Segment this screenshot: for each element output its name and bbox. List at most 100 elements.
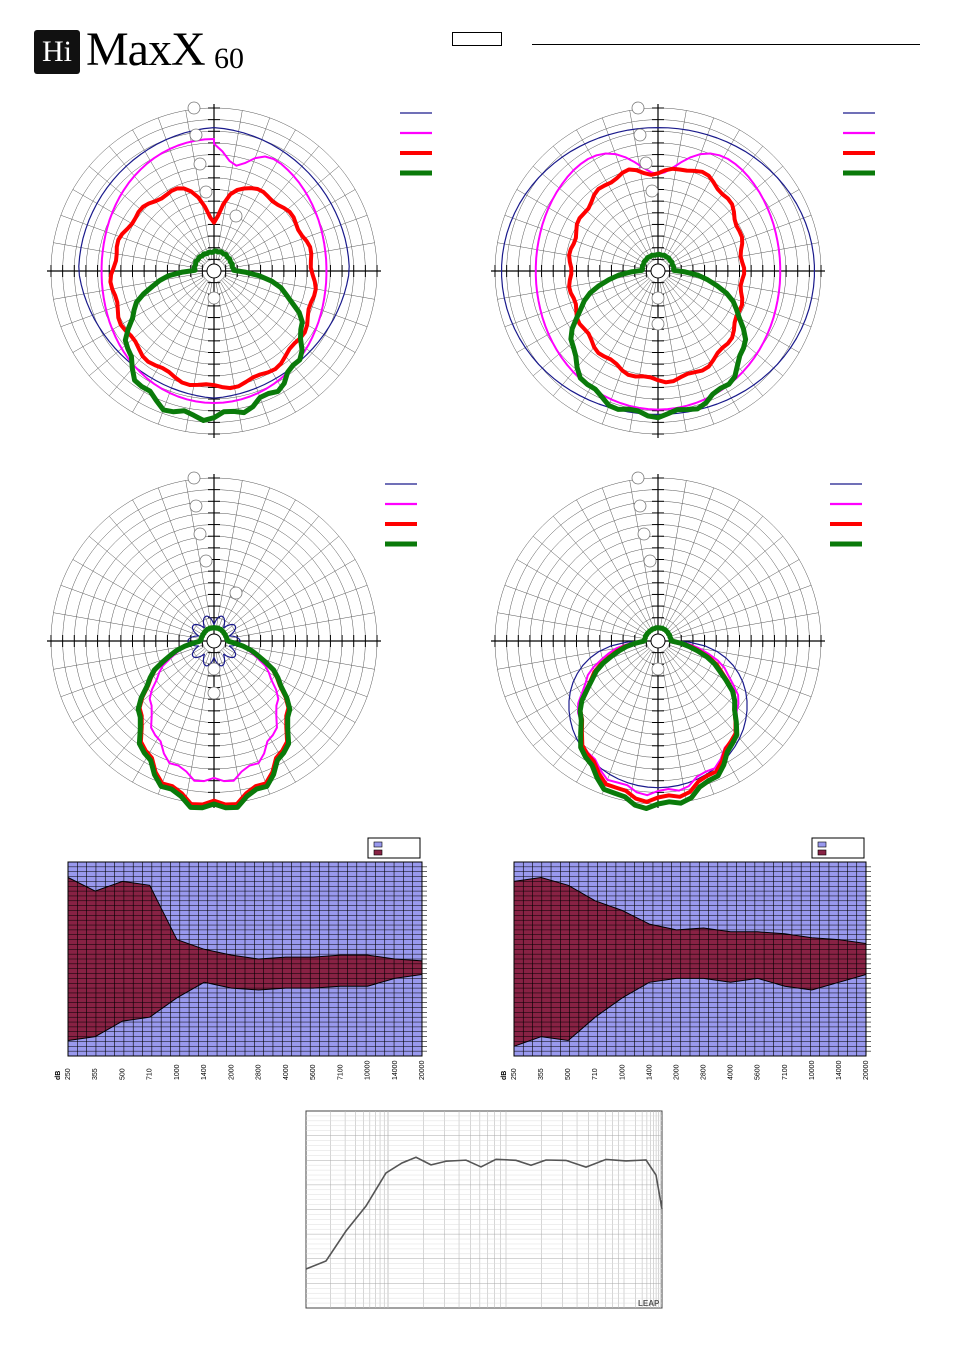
band-tick-label: 4000	[728, 1064, 735, 1080]
polar-spoke	[222, 536, 340, 634]
polar-spoke	[158, 487, 211, 631]
polar-spoke	[221, 279, 319, 397]
polar-spoke	[221, 515, 319, 633]
polar-spoke	[669, 612, 819, 640]
polar-spoke	[532, 278, 650, 376]
polar-spoke	[667, 559, 800, 636]
polar-spoke	[665, 145, 763, 263]
polar-ring-label	[187, 471, 201, 485]
polar-spoke	[219, 280, 296, 413]
polar-spoke	[532, 536, 650, 634]
polar-spoke	[53, 242, 203, 270]
polar-spoke	[668, 585, 812, 638]
polar-spoke	[223, 276, 356, 353]
dispersion-left: 250 355 500 710 1000 1400 2000 2800 4000 5600 7100…	[55, 837, 427, 1080]
polar-spoke	[663, 129, 740, 262]
band-tick-label: 1000	[174, 1064, 181, 1080]
polar-spoke	[516, 189, 649, 266]
polar-top-right	[491, 104, 825, 438]
band-tick-label: 355	[538, 1068, 545, 1080]
polar-spoke	[224, 215, 368, 268]
polar-spoke	[72, 559, 205, 636]
polar-spoke	[602, 281, 655, 425]
band-tick-label: 5600	[755, 1064, 762, 1080]
series-line	[534, 152, 782, 411]
polar-ring-label	[229, 586, 243, 600]
band-tick-label: 1400	[646, 1064, 653, 1080]
dispersion-right: 250 355 500 710 1000 1400 2000 2800 4000 5600 7100…	[501, 837, 871, 1080]
polar-ring-label	[651, 291, 665, 305]
band-tick-label: 14000	[836, 1060, 843, 1080]
polar-spoke	[223, 189, 356, 266]
polar-spoke	[215, 110, 243, 260]
band-tick-label: 5600	[310, 1064, 317, 1080]
polar-ring-label	[651, 317, 665, 331]
polar-spoke	[532, 166, 650, 264]
band-tick-label: 710	[592, 1068, 599, 1080]
series-line	[187, 615, 241, 667]
polar-ring-label	[229, 209, 243, 223]
band-tick-label: 20000	[863, 1060, 870, 1080]
polar-spoke	[222, 648, 340, 746]
polar-spoke	[669, 272, 819, 300]
polar-spoke	[668, 274, 812, 327]
polar-spoke	[219, 499, 296, 632]
polar-spoke	[222, 166, 340, 264]
band-tick-label: 1000	[619, 1064, 626, 1080]
polar-center-marker	[650, 633, 666, 649]
band-tick-label: 1400	[201, 1064, 208, 1080]
polar-ring-label	[187, 101, 201, 115]
polar-spoke	[109, 515, 207, 633]
polar-spoke	[88, 278, 206, 376]
band-tick-label: 4000	[283, 1064, 290, 1080]
polar-spoke	[224, 274, 368, 327]
polar-spoke	[215, 480, 243, 630]
polar-spoke	[659, 480, 687, 630]
polar-spoke	[553, 515, 651, 633]
polar-spoke	[661, 651, 714, 795]
polar-spoke	[223, 559, 356, 636]
band-tick-label: 355	[92, 1068, 99, 1080]
polar-ring-label	[631, 471, 645, 485]
polar-spoke	[225, 242, 375, 270]
polar-spoke	[132, 499, 209, 632]
polar-ring-label	[189, 128, 203, 142]
polar-spoke	[72, 189, 205, 266]
band-tick-label: 7100	[337, 1064, 344, 1080]
logo-badge: Hi	[34, 30, 80, 74]
polar-spoke	[602, 651, 655, 795]
polar-spoke	[53, 612, 203, 640]
polar-spoke	[60, 274, 204, 327]
polar-spoke	[223, 646, 356, 723]
polar-spoke	[222, 278, 340, 376]
polar-spoke	[663, 280, 740, 413]
band-tick-label: 250	[511, 1068, 518, 1080]
band-tick-label: 500	[119, 1068, 126, 1080]
polar-spoke	[504, 644, 648, 697]
polar-spoke	[663, 650, 740, 783]
polar-spoke	[224, 644, 368, 697]
band-legend-swatch	[817, 841, 827, 848]
band-legend-swatch	[373, 849, 383, 856]
polar-spoke	[109, 279, 207, 397]
polar-ring-label	[199, 185, 213, 199]
fr-footer: LEAP	[638, 1299, 660, 1308]
polar-spoke	[225, 272, 375, 300]
polar-spoke	[669, 242, 819, 270]
frequency-response: LEAP	[305, 1110, 663, 1309]
polar-ring-label	[189, 499, 203, 513]
polar-ring-label	[639, 156, 653, 170]
fr-curve	[305, 1156, 663, 1270]
polar-spoke	[219, 650, 296, 783]
polar-ring-label	[645, 184, 659, 198]
polar-spoke	[60, 585, 204, 638]
polar-ring-label	[193, 157, 207, 171]
band-tick-label: 500	[565, 1068, 572, 1080]
polar-spoke	[221, 145, 319, 263]
polar-spoke	[602, 117, 655, 261]
band-tick-label: 7100	[782, 1064, 789, 1080]
band-tick-label: 14000	[392, 1060, 399, 1080]
band-tick-label: 2000	[228, 1064, 235, 1080]
polar-spoke	[158, 651, 211, 795]
polar-spoke	[215, 282, 243, 432]
